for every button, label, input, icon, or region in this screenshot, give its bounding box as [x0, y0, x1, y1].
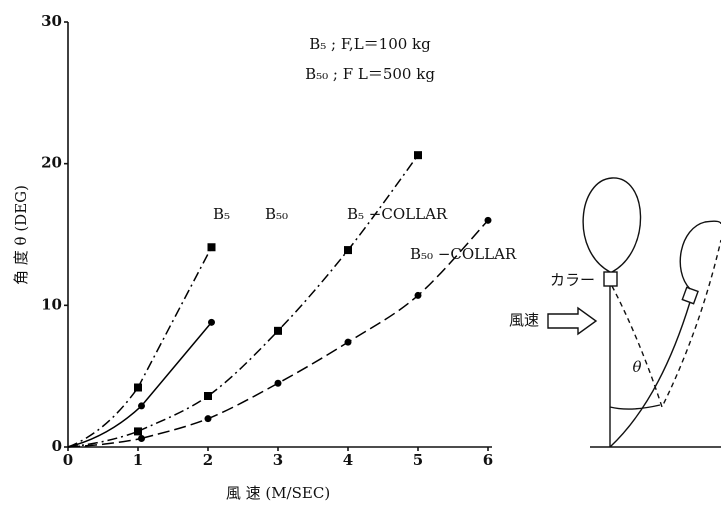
- y-tick-label: 30: [41, 12, 62, 30]
- marker: [274, 327, 282, 335]
- marker: [485, 217, 492, 224]
- marker: [138, 435, 145, 442]
- annotation: B₅₀ ; F L＝500 kg: [305, 65, 435, 83]
- wind-label: 風速: [509, 311, 539, 329]
- angle-label: θ: [632, 358, 641, 376]
- marker: [414, 151, 422, 159]
- series-label: B₅₀: [265, 205, 288, 223]
- balloon: [583, 178, 640, 272]
- series-line: [138, 155, 418, 431]
- y-tick-label: 0: [52, 437, 62, 455]
- x-tick-label: 1: [133, 451, 143, 469]
- x-tick-label: 0: [63, 451, 73, 469]
- diagram: カラー 風速 θ: [509, 178, 721, 447]
- x-tick-label: 5: [413, 451, 423, 469]
- y-tick-label: 20: [41, 154, 62, 172]
- collar: [682, 287, 698, 303]
- marker: [208, 319, 215, 326]
- chart: B₅ ; F,L＝100 kg B₅₀ ; F L＝500 kg 風 速 (M/…: [0, 0, 721, 505]
- dashed-path: [612, 240, 721, 407]
- series-label: B₅ −COLLAR: [347, 205, 448, 223]
- marker: [208, 243, 216, 251]
- series-label: B₅₀ −COLLAR: [410, 245, 517, 263]
- series-line: [142, 322, 212, 406]
- marker: [275, 380, 282, 387]
- marker: [205, 415, 212, 422]
- marker: [345, 339, 352, 346]
- x-tick-label: 3: [273, 451, 283, 469]
- x-tick-label: 6: [483, 451, 493, 469]
- marker: [415, 292, 422, 299]
- x-tick-label: 2: [203, 451, 213, 469]
- collar: [604, 272, 617, 286]
- collar-label: カラー: [550, 271, 595, 289]
- angle-arc: [610, 405, 660, 409]
- y-tick-label: 10: [41, 295, 62, 313]
- marker: [138, 402, 145, 409]
- curve-lead: [68, 439, 142, 448]
- x-axis-label: 風 速 (M/SEC): [226, 484, 330, 502]
- marker: [134, 427, 142, 435]
- marker: [344, 246, 352, 254]
- tether-tilted: [610, 302, 690, 447]
- marker: [134, 384, 142, 392]
- annotation: B₅ ; F,L＝100 kg: [309, 35, 431, 53]
- balloon-tilted: [680, 221, 721, 289]
- x-tick-label: 4: [343, 451, 353, 469]
- marker: [204, 392, 212, 400]
- wind-arrow: [548, 308, 596, 334]
- series-label: B₅: [213, 205, 230, 223]
- y-axis-label: 角 度 θ (DEG): [12, 185, 30, 285]
